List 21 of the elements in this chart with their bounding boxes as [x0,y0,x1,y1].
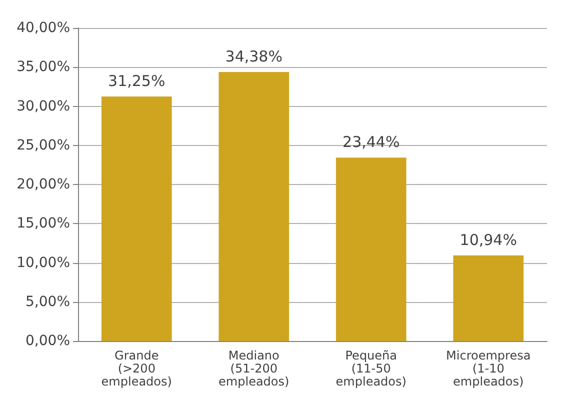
y-tick-label: 10,00% [16,254,70,271]
y-tick-label: 40,00% [16,20,70,36]
data-label: 10,94% [460,230,517,249]
y-tick-label: 35,00% [16,59,70,76]
x-tick-label: Microempresa (1-10 empleados) [446,348,531,388]
y-tick-label: 15,00% [16,216,70,232]
data-label: 34,38% [225,47,282,66]
x-tick-label: Mediano (51-200 empleados) [218,348,290,388]
y-tick-label: 20,00% [16,176,70,192]
y-tick-label: 25,00% [16,137,70,154]
x-tick-label: Pequeña (11-50 empleados) [336,348,406,388]
bar [218,72,290,341]
data-label: 23,44% [342,133,400,152]
x-tick-label: Grande (>200 empleados) [101,348,172,388]
y-tick-label: 5,00% [26,294,70,310]
bar [336,158,406,341]
y-tick-label: 0,00% [26,333,70,349]
bar [453,255,524,341]
y-tick-label: 30,00% [16,98,70,114]
bar [101,96,172,341]
data-label: 31,25% [108,72,166,90]
